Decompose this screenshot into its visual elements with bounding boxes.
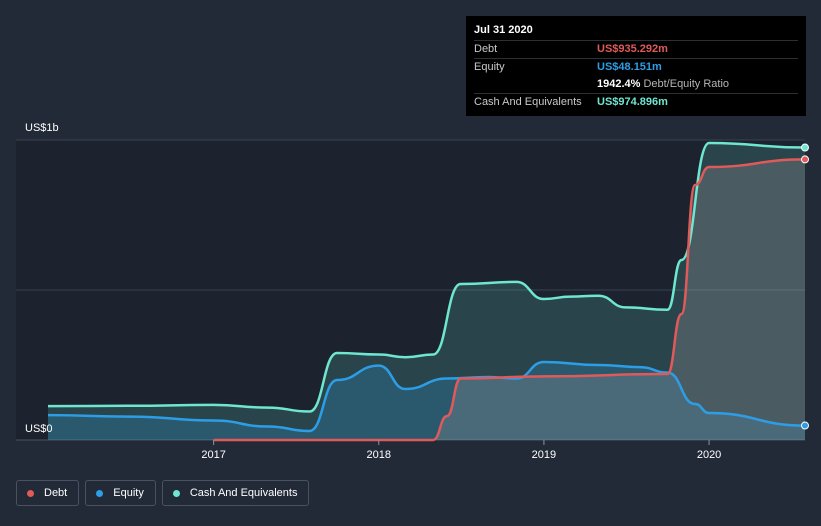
tooltip-cash-label: Cash And Equivalents [474, 96, 582, 108]
x-axis-ticks: 2017 2018 2019 2020 [201, 440, 721, 461]
tooltip-date: Jul 31 2020 [474, 24, 533, 36]
x-tick-label: 2017 [201, 449, 225, 461]
series-lines [47, 141, 806, 442]
x-tick-label: 2019 [532, 449, 556, 461]
legend-label-equity: Equity [113, 487, 144, 499]
tooltip-row-equity: Equity US$48.151m [474, 58, 798, 76]
tooltip-ratio-suffix: Debt/Equity Ratio [643, 78, 730, 90]
series-end-markers [801, 143, 809, 430]
tooltip-cash-value: US$974.896m [597, 96, 668, 108]
legend-item-debt[interactable]: Debt [16, 480, 80, 506]
legend-item-cash[interactable]: Cash And Equivalents [161, 480, 310, 506]
y-axis-top-label: US$1b [25, 122, 59, 134]
cash-line [47, 141, 806, 413]
chart-legend: Debt Equity Cash And Equivalents [16, 480, 315, 506]
tooltip-row-debt: Debt US$935.292m [474, 40, 798, 58]
y-axis-bottom-label: US$0 [25, 423, 53, 435]
cash-end-marker [801, 143, 809, 152]
hover-tooltip: Jul 31 2020 Debt US$935.292m Equity US$4… [466, 16, 806, 116]
debt-end-marker [801, 155, 809, 164]
equity-area [48, 362, 805, 440]
equity-end-marker [801, 421, 809, 430]
legend-label-debt: Debt [44, 487, 68, 499]
legend-dot-equity-icon [96, 489, 104, 497]
tooltip-ratio-label [474, 76, 597, 93]
legend-item-equity[interactable]: Equity [85, 480, 156, 506]
x-tick-label: 2020 [697, 449, 721, 461]
tooltip-ratio-value: 1942.4% [597, 78, 641, 90]
debt-line [213, 158, 806, 442]
tooltip-row-ratio: 1942.4% Debt/Equity Ratio [474, 76, 798, 93]
legend-dot-debt-icon [27, 489, 34, 497]
tooltip-equity-label: Equity [474, 61, 505, 73]
tooltip-debt-label: Debt [474, 43, 498, 55]
tooltip-row-cash: Cash And Equivalents US$974.896m [474, 93, 798, 111]
tooltip-debt-value: US$935.292m [597, 43, 668, 55]
legend-label-cash: Cash And Equivalents [189, 487, 298, 499]
x-tick-label: 2018 [367, 449, 391, 461]
tooltip-equity-value: US$48.151m [597, 61, 662, 73]
legend-dot-cash-icon [172, 489, 180, 497]
debt-area [213, 159, 805, 440]
